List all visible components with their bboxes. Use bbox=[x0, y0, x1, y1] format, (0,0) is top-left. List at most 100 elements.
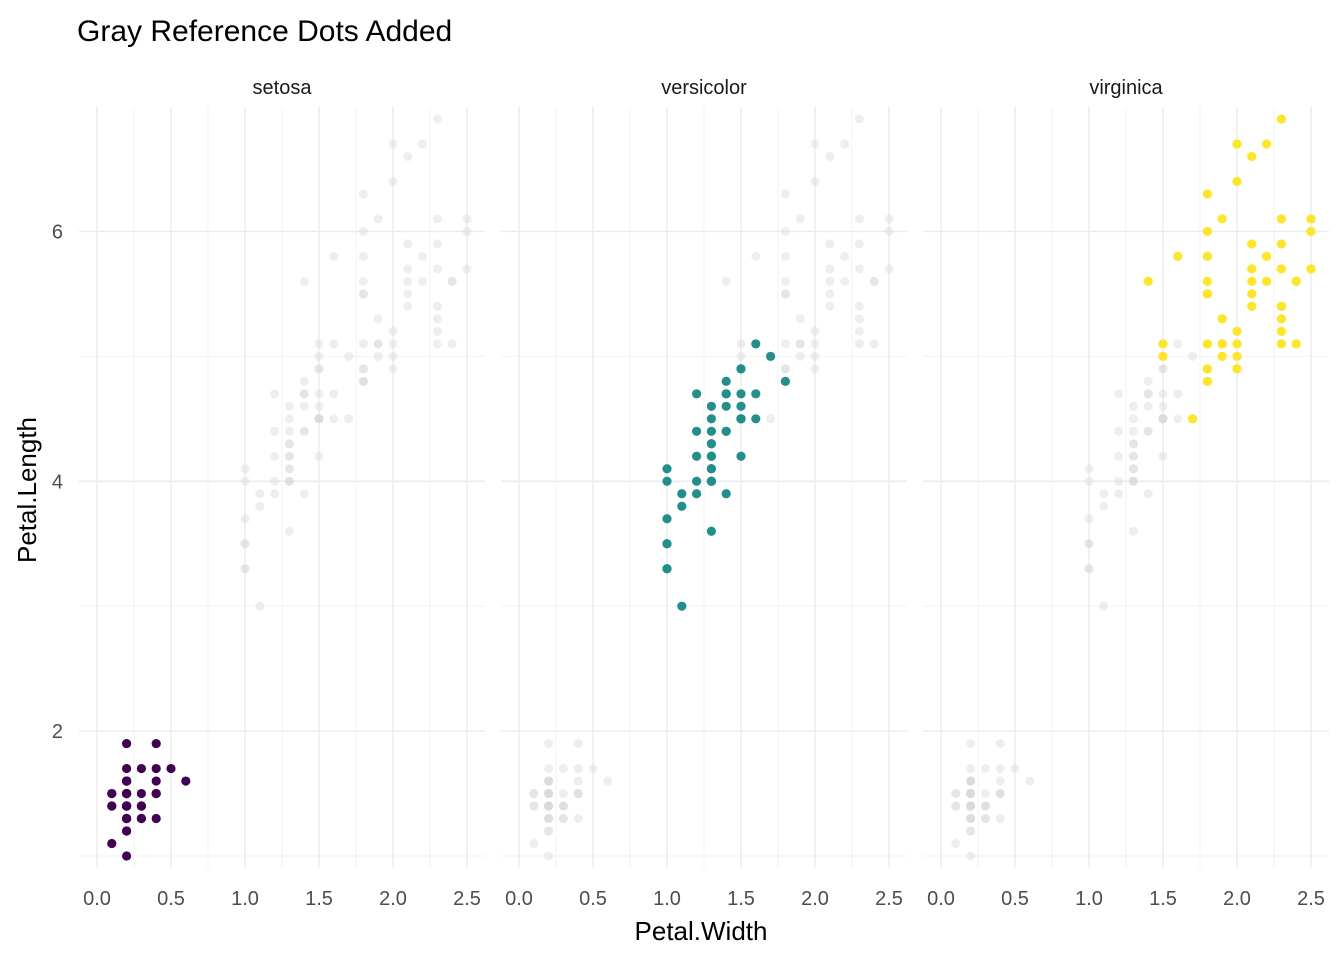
reference-point bbox=[1143, 426, 1153, 436]
data-point-versicolor bbox=[736, 414, 746, 424]
data-point-versicolor bbox=[706, 526, 717, 536]
reference-point bbox=[544, 801, 554, 811]
highlight-points-virginica bbox=[1143, 114, 1316, 424]
reference-point bbox=[980, 801, 990, 811]
data-point-versicolor bbox=[721, 426, 731, 436]
data-point-virginica bbox=[1202, 251, 1212, 262]
data-point-setosa bbox=[166, 763, 176, 774]
reference-point bbox=[432, 314, 442, 324]
reference-point bbox=[810, 176, 820, 186]
reference-point bbox=[544, 826, 554, 836]
reference-point bbox=[995, 776, 1005, 786]
y-tick-label: 6 bbox=[52, 221, 63, 243]
x-tick-label: 1.0 bbox=[653, 888, 681, 910]
reference-point bbox=[966, 764, 976, 774]
reference-point bbox=[825, 264, 835, 274]
reference-point bbox=[869, 276, 879, 286]
reference-point bbox=[840, 276, 850, 286]
reference-point bbox=[1143, 489, 1153, 499]
reference-point bbox=[966, 776, 976, 786]
data-point-virginica bbox=[1247, 151, 1257, 162]
reference-point bbox=[1158, 414, 1168, 424]
reference-point bbox=[825, 276, 835, 286]
reference-point bbox=[544, 801, 554, 811]
y-tick-label: 4 bbox=[52, 471, 63, 493]
data-point-setosa bbox=[122, 776, 132, 786]
data-point-versicolor bbox=[706, 451, 717, 461]
reference-point bbox=[388, 326, 398, 336]
data-point-virginica bbox=[1247, 289, 1257, 299]
reference-point bbox=[884, 226, 894, 236]
reference-point bbox=[980, 801, 990, 811]
reference-point bbox=[1158, 364, 1168, 374]
reference-point bbox=[951, 839, 961, 849]
reference-point bbox=[1158, 401, 1168, 411]
reference-point bbox=[270, 489, 280, 499]
reference-point bbox=[358, 226, 368, 236]
reference-point bbox=[966, 776, 976, 786]
reference-point bbox=[544, 801, 554, 811]
reference-point bbox=[403, 151, 413, 161]
data-point-setosa bbox=[122, 826, 132, 836]
data-point-versicolor bbox=[706, 439, 717, 449]
reference-point bbox=[544, 801, 554, 811]
reference-point bbox=[284, 439, 294, 449]
reference-point bbox=[854, 214, 864, 224]
x-tick-label: 2.0 bbox=[379, 888, 407, 910]
reference-point bbox=[403, 239, 413, 249]
data-point-virginica bbox=[1276, 339, 1286, 349]
reference-point bbox=[1158, 451, 1168, 461]
data-point-virginica bbox=[1202, 226, 1212, 237]
reference-point bbox=[810, 326, 820, 336]
data-point-versicolor bbox=[721, 376, 731, 386]
reference-point bbox=[240, 564, 250, 574]
highlight-points-versicolor bbox=[662, 339, 791, 611]
reference-point bbox=[544, 789, 554, 799]
reference-point bbox=[358, 339, 368, 349]
x-tick-label: 1.5 bbox=[305, 888, 333, 910]
reference-point bbox=[1084, 539, 1094, 549]
reference-points bbox=[107, 114, 472, 861]
data-point-setosa bbox=[122, 801, 132, 811]
reference-point bbox=[966, 801, 976, 811]
reference-point bbox=[1084, 476, 1094, 486]
reference-point bbox=[284, 526, 294, 536]
reference-point bbox=[1158, 364, 1168, 374]
data-point-virginica bbox=[1306, 264, 1316, 274]
grid-lines bbox=[501, 107, 907, 868]
reference-point bbox=[388, 339, 398, 349]
reference-point bbox=[558, 801, 568, 811]
data-point-setosa bbox=[151, 788, 161, 799]
data-point-versicolor bbox=[706, 401, 717, 411]
reference-point bbox=[299, 389, 309, 399]
data-point-virginica bbox=[1291, 339, 1301, 349]
reference-point bbox=[284, 476, 294, 486]
reference-point bbox=[780, 289, 790, 299]
reference-point bbox=[544, 776, 554, 786]
reference-point bbox=[284, 476, 294, 486]
reference-point bbox=[966, 801, 976, 811]
x-tick-label: 2.0 bbox=[801, 888, 829, 910]
reference-point bbox=[1010, 764, 1020, 774]
data-point-virginica bbox=[1262, 251, 1272, 262]
reference-point bbox=[1128, 464, 1138, 474]
reference-point bbox=[544, 814, 554, 824]
data-point-versicolor bbox=[677, 489, 687, 499]
data-point-versicolor bbox=[677, 501, 687, 511]
reference-point bbox=[558, 801, 568, 811]
reference-point bbox=[573, 789, 583, 799]
data-point-virginica bbox=[1217, 339, 1227, 349]
data-point-versicolor bbox=[677, 601, 687, 611]
reference-point bbox=[854, 114, 864, 124]
reference-point bbox=[314, 451, 324, 461]
x-tick-label: 0.5 bbox=[157, 888, 185, 910]
reference-point bbox=[544, 851, 554, 861]
x-tick-label: 1.5 bbox=[1149, 888, 1177, 910]
reference-point bbox=[299, 389, 309, 399]
reference-point bbox=[1084, 464, 1094, 474]
reference-point bbox=[995, 789, 1005, 799]
data-point-virginica bbox=[1262, 139, 1272, 149]
reference-point bbox=[736, 339, 746, 349]
reference-point bbox=[780, 289, 790, 299]
reference-point bbox=[1099, 501, 1109, 511]
